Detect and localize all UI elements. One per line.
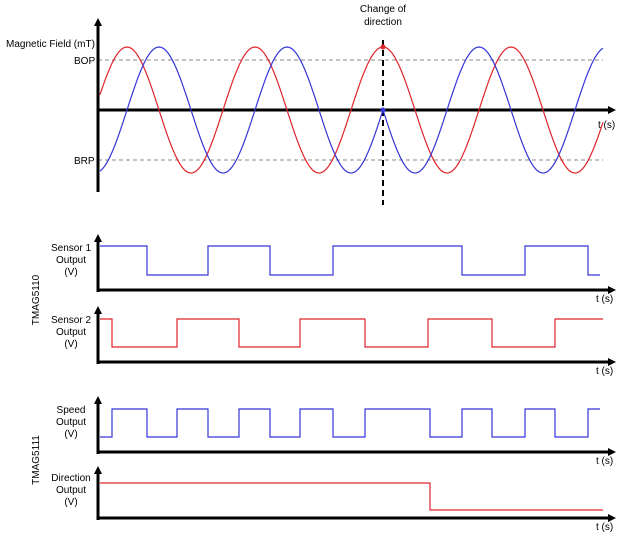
bop-label: BOP — [74, 56, 95, 67]
group-label: TMAG5110 — [31, 274, 42, 325]
output-signal — [100, 408, 600, 438]
sensor-2-field — [99, 46, 604, 174]
panel-label: Sensor 2 — [51, 315, 91, 326]
panel-label: Output — [56, 417, 86, 428]
group-label: TMAG5111 — [31, 435, 42, 485]
x-axis-label: t (s) — [596, 294, 613, 305]
brp-label: BRP — [74, 156, 95, 167]
panel-label: Output — [56, 327, 86, 338]
annotation: Change of — [360, 4, 406, 15]
red-dot — [380, 44, 386, 50]
output-signal — [100, 245, 600, 276]
panel-label: Speed — [57, 405, 86, 416]
panel-label: (V) — [64, 339, 77, 350]
panel-label: (V) — [64, 267, 77, 278]
panel-label: (V) — [64, 497, 77, 508]
x-axis-label: t (s) — [596, 366, 613, 377]
output-signal — [100, 318, 603, 348]
panel-label: (V) — [64, 429, 77, 440]
x-axis-label: t (s) — [596, 522, 613, 533]
x-axis-label: t (s) — [598, 120, 615, 131]
blue-dot — [380, 107, 386, 113]
sensor-1-field — [99, 46, 604, 174]
annotation: direction — [364, 17, 402, 28]
output-signal — [100, 482, 603, 511]
y-axis-label: Magnetic Field (mT) — [6, 39, 95, 50]
panel-label: Output — [56, 485, 86, 496]
x-axis-label: t (s) — [596, 456, 613, 467]
panel-label: Sensor 1 — [51, 243, 91, 254]
panel-label: Direction — [51, 473, 90, 484]
panel-label: Output — [56, 255, 86, 266]
magnetic-field-plot: Change of direction Magnetic Field (mT) … — [6, 4, 616, 205]
